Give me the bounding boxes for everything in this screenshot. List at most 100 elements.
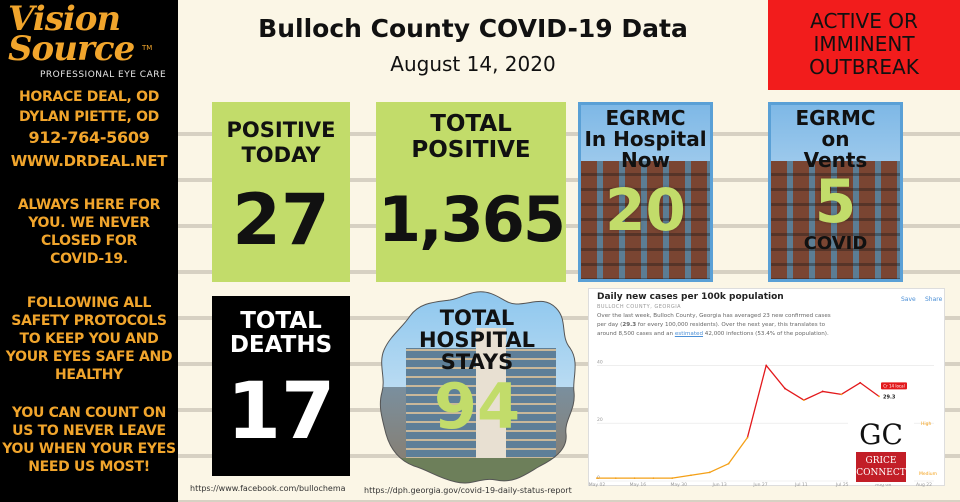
desc-text: around 8,500 cases and an: [597, 331, 675, 337]
data-point: [727, 462, 730, 465]
chart-description-line: per day (29.3 for every 100,000 resident…: [597, 321, 927, 330]
total-positive-card: TOTAL POSITIVE 1,365: [376, 102, 566, 282]
desc-text: per day (: [597, 322, 623, 328]
facebook-url[interactable]: https://www.facebook.com/bullochema: [190, 484, 346, 493]
chart-save-button[interactable]: Save: [901, 296, 916, 303]
end-tag-box: [881, 382, 907, 390]
x-tick-label: May 16: [630, 482, 647, 487]
chart-description-line: around 8,500 cases and an estimated 42,0…: [597, 330, 927, 339]
data-point: [765, 364, 768, 367]
level-label-medium: Medium: [919, 471, 937, 477]
series-segment: [784, 387, 805, 401]
message-1-line: ALWAYS HERE FOR: [17, 197, 161, 213]
on-vents-value: 5: [814, 167, 857, 237]
deaths-label: DEATHS: [229, 332, 333, 358]
dph-url[interactable]: https://dph.georgia.gov/covid-19-daily-s…: [364, 486, 572, 495]
data-point: [614, 477, 617, 480]
message-3-line: YOU WHEN YOUR EYES: [2, 441, 176, 457]
grice-connect-logo: GC GRICE CONNECT: [848, 418, 914, 484]
message-2-line: SAFETY PROTOCOLS: [11, 313, 167, 329]
hospital-building-image: [581, 160, 710, 279]
series-segment: [840, 382, 861, 395]
desc-text: for every 100,000 residents). Over the n…: [636, 322, 826, 328]
x-tick-label: May 02: [589, 482, 605, 487]
x-tick-label: Jun 13: [712, 482, 727, 487]
series-segment: [821, 390, 843, 395]
desc-text: 42,000 infections (53.4% of the populati…: [703, 331, 829, 337]
message-2-line: YOUR EYES SAFE AND: [5, 349, 173, 365]
y-tick-label: 20: [597, 417, 603, 423]
level-label-high: High: [921, 421, 931, 427]
end-value-label: 29.3: [883, 394, 896, 400]
data-point: [690, 474, 692, 477]
in-hospital-value: 20: [605, 176, 686, 244]
on-vents-card: EGRMC on Vents 5 COVID: [768, 102, 903, 282]
website-link[interactable]: WWW.DRDEAL.NET: [10, 152, 168, 170]
in-hospital-label: In Hospital: [584, 127, 707, 151]
positive-today-card: POSITIVE TODAY 27: [212, 102, 350, 282]
outbreak-status-line: ACTIVE OR: [810, 9, 918, 33]
hospital-stays-badge: TOTAL HOSPITAL STAYS 94: [379, 291, 576, 484]
data-point: [802, 399, 805, 402]
y-tick-label: 40: [597, 359, 603, 365]
message-3-line: US TO NEVER LEAVE: [12, 423, 166, 439]
outbreak-status-line: OUTBREAK: [809, 55, 919, 79]
message-2-line: TO KEEP YOU AND: [19, 331, 159, 347]
in-hospital-label: EGRMC: [605, 106, 686, 130]
total-positive-value: 1,365: [377, 183, 566, 256]
message-1-line: COVID-19.: [50, 251, 128, 267]
data-point: [821, 390, 824, 393]
page-title: Bulloch County COVID-19 Data: [258, 14, 688, 43]
message-2-line: HEALTHY: [54, 367, 124, 383]
on-vents-label: on: [821, 127, 850, 151]
on-vents-label: EGRMC: [795, 106, 876, 130]
desc-highlight: 29.3: [622, 322, 637, 328]
total-positive-label: TOTAL: [430, 111, 512, 137]
x-tick-label: Jun 27: [752, 482, 767, 487]
series-segment: [709, 463, 730, 473]
doctor-1: HORACE DEAL, OD: [18, 89, 160, 105]
chart-share-button[interactable]: Share: [925, 296, 943, 303]
on-vents-label: Vents: [803, 148, 868, 172]
estimated-link[interactable]: estimated: [674, 331, 704, 337]
message-2-line: FOLLOWING ALL: [26, 295, 152, 311]
brand-logo-bottom: Source: [8, 29, 135, 69]
outbreak-status-line: IMMINENT: [813, 32, 915, 56]
gc-wordmark: GRICE CONNECT: [856, 452, 906, 482]
series-segment: [803, 390, 824, 401]
hospital-stays-value: 94: [434, 370, 520, 443]
chart-description: Over the last week, Bulloch County, Geor…: [597, 312, 927, 339]
data-point: [633, 477, 636, 480]
x-tick-label: Aug 08: [875, 482, 891, 487]
data-point: [840, 393, 843, 396]
series-segment: [690, 471, 711, 476]
x-tick-label: May 30: [671, 482, 688, 487]
deaths-label: TOTAL: [240, 308, 322, 334]
gc-initials: GC: [859, 418, 903, 451]
chart-description-line: Over the last week, Bulloch County, Geor…: [597, 313, 831, 319]
deaths-card: TOTAL DEATHS 17: [212, 296, 350, 476]
message-1-line: YOU. WE NEVER: [28, 215, 150, 231]
gc-wordmark-line: GRICE: [865, 456, 897, 466]
hospital-stays-label: TOTAL: [440, 306, 515, 330]
hospital-building-image: [771, 160, 900, 279]
positive-today-label: TODAY: [241, 143, 321, 167]
x-tick-label: Jul 11: [794, 482, 808, 487]
chart-subtitle: BULLOCH COUNTY, GEORGIA: [597, 304, 682, 310]
in-hospital-card: EGRMC In Hospital Now 20: [578, 102, 713, 282]
trademark-mark: TM: [142, 44, 153, 52]
phone-number[interactable]: 912-764-5609: [28, 128, 150, 147]
on-vents-sub-label: COVID: [803, 233, 868, 254]
report-date: August 14, 2020: [390, 52, 556, 76]
brand-tagline: PROFESSIONAL EYE CARE: [40, 70, 167, 80]
sidebar: Vision Source TM PROFESSIONAL EYE CARE H…: [0, 0, 178, 502]
hospital-stays-label: STAYS: [441, 350, 513, 374]
data-point: [746, 436, 749, 439]
data-point: [671, 477, 674, 480]
message-3-line: NEED US MOST!: [28, 459, 150, 475]
deaths-value: 17: [226, 367, 336, 457]
positive-today-label: POSITIVE: [226, 118, 336, 142]
total-positive-label: POSITIVE: [411, 137, 531, 163]
data-point: [652, 477, 655, 480]
